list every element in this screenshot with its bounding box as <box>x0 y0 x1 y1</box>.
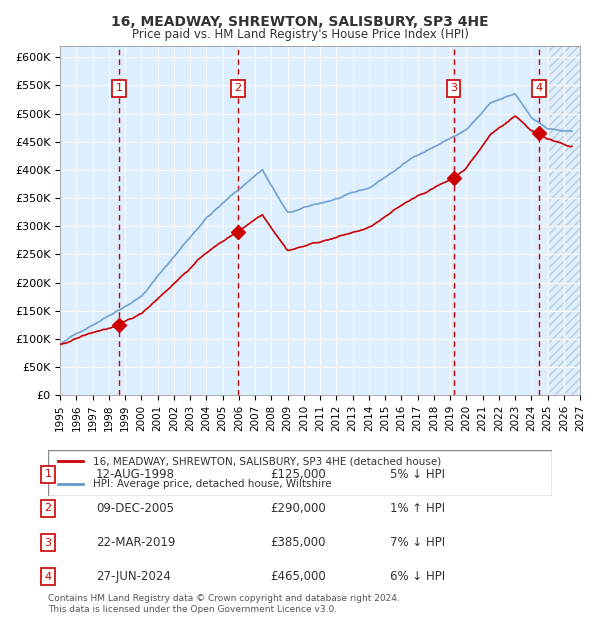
Text: 27-JUN-2024: 27-JUN-2024 <box>96 570 171 583</box>
Text: 7% ↓ HPI: 7% ↓ HPI <box>390 536 445 549</box>
Text: 22-MAR-2019: 22-MAR-2019 <box>96 536 175 549</box>
Bar <box>548 46 580 395</box>
Text: 16, MEADWAY, SHREWTON, SALISBURY, SP3 4HE: 16, MEADWAY, SHREWTON, SALISBURY, SP3 4H… <box>111 16 489 30</box>
Text: 3: 3 <box>44 538 52 547</box>
Text: 5% ↓ HPI: 5% ↓ HPI <box>390 468 445 481</box>
Bar <box>548 46 580 395</box>
Text: 12-AUG-1998: 12-AUG-1998 <box>96 468 175 481</box>
Text: 6% ↓ HPI: 6% ↓ HPI <box>390 570 445 583</box>
Text: 09-DEC-2005: 09-DEC-2005 <box>96 502 174 515</box>
Text: 2: 2 <box>235 83 242 93</box>
Text: £125,000: £125,000 <box>270 468 326 481</box>
Text: 3: 3 <box>450 83 457 93</box>
Text: £385,000: £385,000 <box>270 536 325 549</box>
Text: Contains HM Land Registry data © Crown copyright and database right 2024.
This d: Contains HM Land Registry data © Crown c… <box>48 595 400 614</box>
Text: 4: 4 <box>536 83 543 93</box>
Text: 16, MEADWAY, SHREWTON, SALISBURY, SP3 4HE (detached house): 16, MEADWAY, SHREWTON, SALISBURY, SP3 4H… <box>94 456 442 466</box>
Text: Price paid vs. HM Land Registry's House Price Index (HPI): Price paid vs. HM Land Registry's House … <box>131 28 469 41</box>
Text: 4: 4 <box>44 572 52 582</box>
Text: £290,000: £290,000 <box>270 502 326 515</box>
Text: 1: 1 <box>44 469 52 479</box>
Text: HPI: Average price, detached house, Wiltshire: HPI: Average price, detached house, Wilt… <box>94 479 332 489</box>
Text: £465,000: £465,000 <box>270 570 326 583</box>
Text: 2: 2 <box>44 503 52 513</box>
FancyBboxPatch shape <box>48 450 552 496</box>
Text: 1% ↑ HPI: 1% ↑ HPI <box>390 502 445 515</box>
Text: 1: 1 <box>115 83 122 93</box>
